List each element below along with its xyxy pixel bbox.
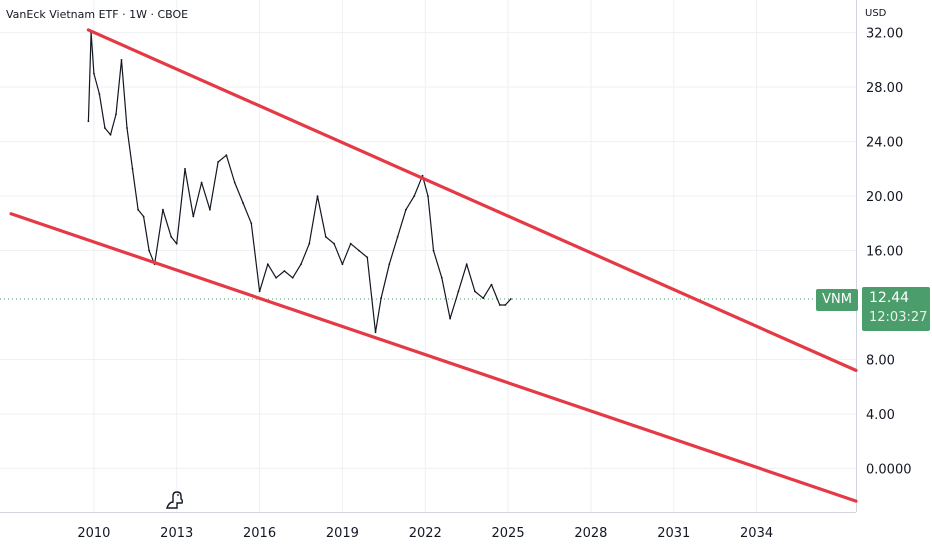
price-point [283, 270, 286, 272]
price-point [209, 208, 211, 211]
x-tick-label: 2019 [326, 526, 359, 541]
price-point [275, 276, 277, 279]
price-point [308, 242, 311, 245]
x-tick-label: 2013 [160, 526, 193, 541]
tradingview-logo-icon[interactable] [166, 491, 184, 509]
symbol-badge: VNM [816, 289, 858, 311]
price-point [98, 93, 101, 95]
x-tick-label: 2010 [77, 526, 110, 541]
chart-title: VanEck Vietnam ETF · 1W · CBOE [6, 8, 189, 21]
price-point [233, 181, 236, 184]
last-price-badge: 12.44 12:03:27 [862, 287, 930, 331]
y-tick-label: 0.0000 [866, 462, 912, 477]
price-point [498, 304, 501, 306]
x-tick-label: 2016 [243, 526, 276, 541]
y-tick-label: 28.00 [866, 81, 903, 96]
price-point [126, 127, 128, 129]
price-point [465, 263, 468, 266]
price-point [120, 59, 123, 61]
price-point [405, 208, 407, 211]
price-point [432, 249, 435, 252]
y-tick-label: 4.00 [866, 408, 895, 423]
price-point [175, 242, 178, 245]
price-point [242, 202, 244, 204]
x-axis-ticks[interactable]: 2010 2013 2016 2019 2022 2025 2028 2031 2034 [77, 526, 773, 541]
price-point [457, 290, 460, 293]
price-point [349, 242, 352, 245]
price-point [200, 181, 203, 184]
price-point [87, 120, 90, 123]
price-point [482, 297, 485, 300]
x-tick-label: 2034 [740, 526, 773, 541]
trend-lines[interactable] [9, 28, 858, 503]
price-point [509, 298, 512, 300]
x-tick-label: 2031 [657, 526, 690, 541]
price-point [504, 304, 507, 306]
price-point [300, 263, 302, 266]
price-series [87, 31, 512, 334]
currency-label: USD [865, 8, 887, 19]
price-line [87, 32, 512, 333]
y-tick-label: 20.00 [866, 190, 903, 205]
price-point [266, 263, 269, 266]
price-point [333, 242, 335, 245]
price-point [170, 236, 173, 238]
price-point [93, 72, 95, 75]
price-point [148, 249, 151, 252]
y-tick-label: 24.00 [866, 136, 903, 151]
bar-countdown: 12:03:27 [869, 310, 928, 325]
grid [0, 0, 856, 512]
price-point [374, 331, 377, 334]
price-point [115, 113, 117, 116]
price-point [440, 276, 443, 279]
price-point [421, 174, 424, 177]
price-point [316, 195, 319, 198]
trend-line[interactable] [9, 212, 858, 503]
price-point [104, 127, 106, 129]
price-point [366, 256, 369, 259]
x-tick-label: 2025 [492, 526, 525, 541]
price-point [341, 263, 344, 266]
price-point [358, 249, 360, 252]
price-point [474, 290, 476, 293]
price-point [217, 161, 220, 163]
y-axis-ticks[interactable]: 32.00 28.00 24.00 20.00 16.00 8.00 4.00 0.0000 [866, 27, 912, 478]
price-point [449, 317, 451, 320]
price-point [490, 283, 493, 286]
price-point [109, 133, 112, 136]
y-tick-label: 8.00 [866, 353, 895, 368]
y-tick-label: 32.00 [866, 27, 903, 42]
price-point [413, 195, 416, 198]
price-point [162, 208, 164, 211]
axes [0, 0, 857, 513]
price-point [184, 168, 186, 170]
price-point [324, 236, 327, 238]
trend-line[interactable] [86, 28, 858, 372]
price-point [142, 215, 145, 218]
price-point [396, 236, 399, 238]
x-tick-label: 2028 [574, 526, 607, 541]
price-point [250, 222, 253, 225]
price-point [291, 276, 294, 279]
x-tick-label: 2022 [409, 526, 442, 541]
price-point [192, 215, 195, 218]
price-point [131, 168, 134, 170]
price-point [427, 195, 429, 198]
price-point [225, 154, 228, 157]
last-price: 12.44 [869, 290, 910, 306]
y-tick-label: 16.00 [866, 245, 903, 260]
price-point [380, 297, 382, 300]
price-point [137, 208, 140, 211]
price-point [258, 290, 261, 293]
price-point [388, 263, 391, 266]
